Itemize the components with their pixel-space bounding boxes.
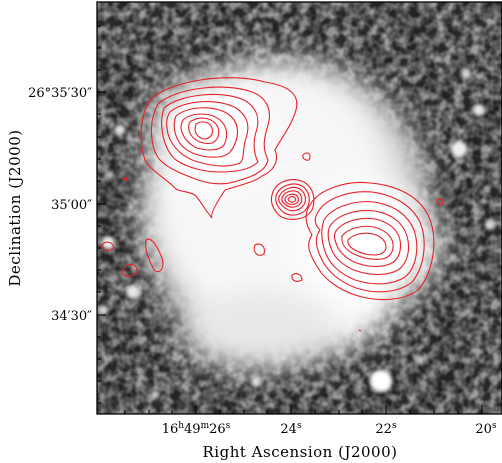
x-axis-title: Right Ascension (J2000)	[203, 443, 398, 461]
y-tick-labels: 26°35′30″ 35′00″ 34′30″	[28, 86, 92, 324]
sw-lobe-contour-1	[305, 181, 435, 301]
sw-lobe-contour-3	[321, 201, 418, 285]
grayscale-image	[97, 2, 502, 414]
core-contour-1	[270, 179, 315, 220]
stray-contour-6	[302, 152, 311, 161]
ne-lobe-contour-2	[150, 86, 270, 185]
core-contour-2	[275, 183, 310, 216]
y-tick-label: 35′00″	[51, 198, 92, 213]
stray-contour-5	[291, 273, 303, 282]
x-tick-label-ra-full: 16h49m26s	[162, 421, 231, 437]
stray-contour-3	[145, 238, 164, 273]
core-contour-6	[287, 196, 297, 203]
core-contour-4	[281, 190, 303, 208]
sw-lobe-contour-5	[333, 217, 402, 267]
core-contour-5	[284, 193, 299, 206]
plot-frame	[96, 1, 502, 415]
stray-contour-2	[121, 263, 138, 277]
stray-contour-8	[123, 177, 128, 181]
stray-contour-7	[436, 198, 444, 206]
ne-lobe-contour-5	[173, 107, 238, 158]
y-tick-label: 26°35′30″	[28, 86, 92, 101]
ne-lobe-contour-6	[180, 113, 228, 151]
y-axis-title: Declination (J2000)	[6, 129, 24, 286]
stray-contour-9	[358, 329, 362, 332]
x-tick-label: 24s	[280, 421, 302, 437]
sw-lobe-contour-2	[314, 191, 425, 293]
y-tick-label: 34′30″	[51, 309, 92, 324]
sw-lobe-contour-7	[347, 232, 387, 256]
axis-ticks	[97, 25, 483, 414]
ne-lobe-contour-8	[194, 121, 214, 140]
radio-contours	[101, 77, 444, 332]
x-tick-labels: 16h49m26s 24s 22s 20s	[162, 421, 497, 437]
ne-lobe-contour-7	[188, 117, 220, 145]
sw-lobe-contour-4	[327, 210, 410, 276]
x-tick-label: 22s	[375, 421, 397, 437]
stray-contour-4	[253, 243, 265, 256]
ne-lobe-contour-1	[140, 77, 298, 219]
x-tick-label: 20s	[475, 421, 497, 437]
core-contour-3	[278, 186, 306, 212]
point-sources	[98, 69, 495, 399]
sw-lobe-contour-6	[341, 225, 394, 260]
ne-lobe-contour-3	[161, 93, 259, 173]
stray-contour-1	[101, 241, 115, 252]
ne-lobe-contour-4	[166, 101, 249, 167]
